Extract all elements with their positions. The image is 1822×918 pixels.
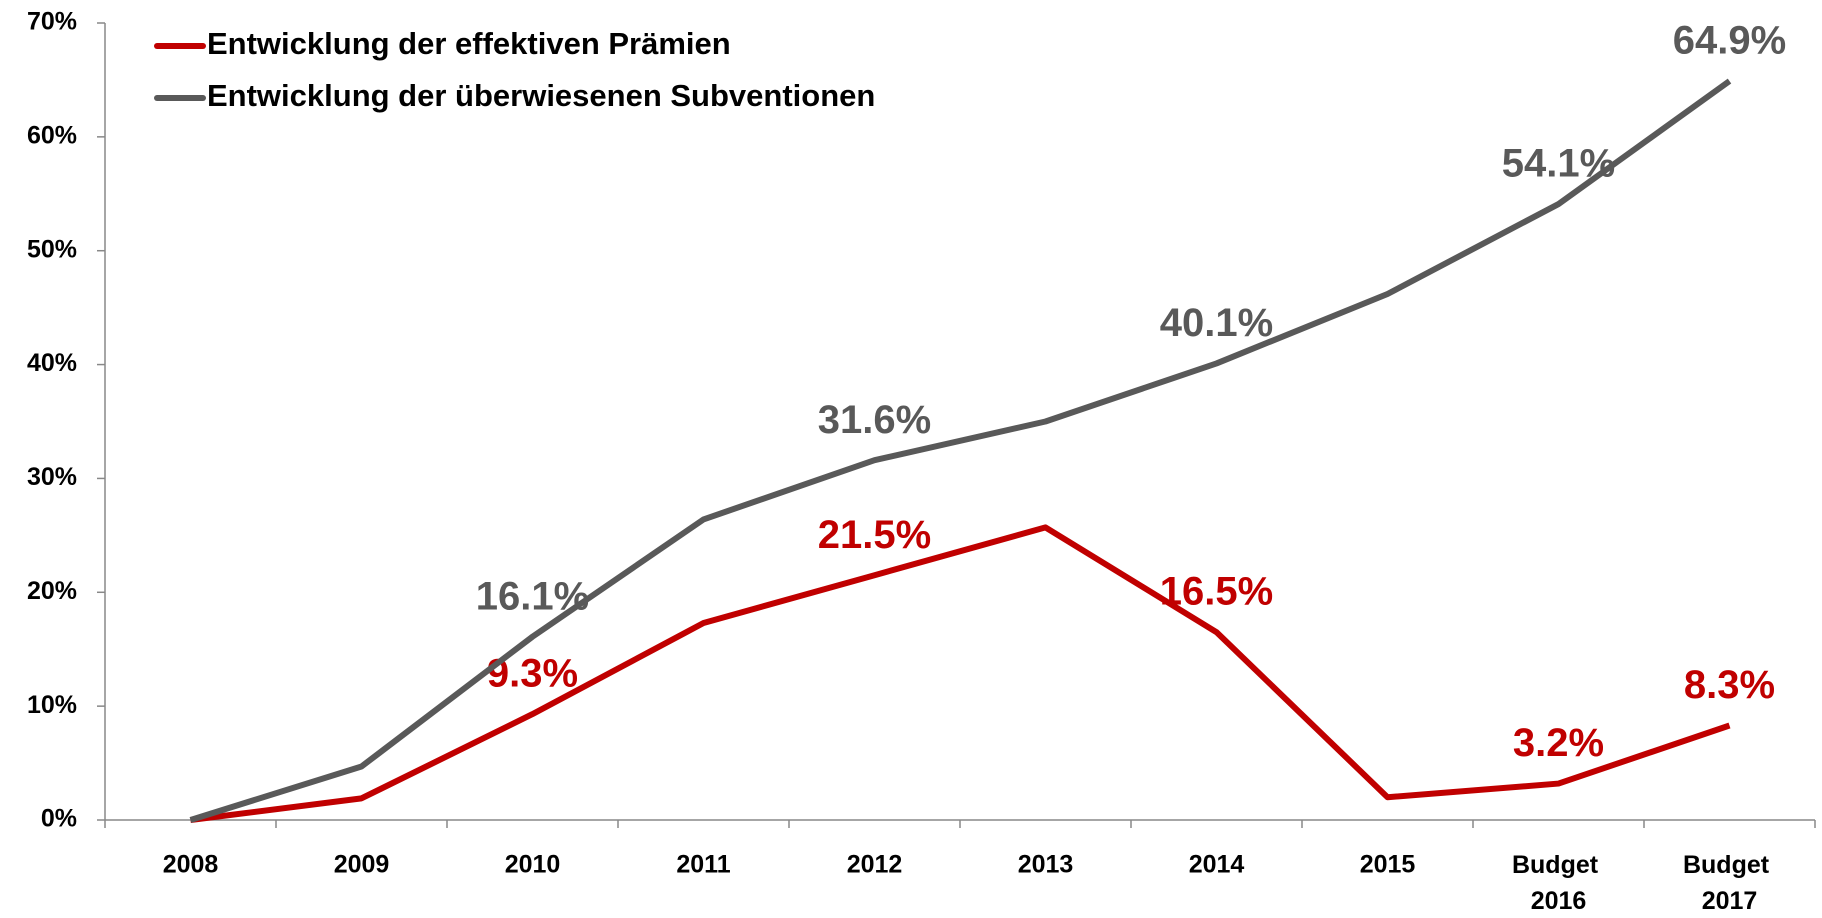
- x-tick-label: 2014: [1189, 851, 1245, 879]
- data-label: 21.5%: [818, 513, 931, 557]
- x-tick-label: 2011: [676, 851, 730, 879]
- y-tick-label: 20%: [27, 577, 77, 605]
- data-label: 16.1%: [476, 574, 589, 618]
- series-line: [190, 524, 1731, 823]
- x-tick-label: 2013: [1018, 851, 1074, 879]
- data-label: 3.2%: [1513, 721, 1604, 765]
- x-tick-label: 2009: [334, 851, 390, 879]
- data-label: 8.3%: [1684, 663, 1775, 707]
- series-line: [189, 78, 1732, 823]
- y-tick-label: 40%: [27, 349, 77, 377]
- x-tick-label: Budget 2016: [1512, 851, 1605, 915]
- x-tick-label: 2012: [847, 851, 903, 879]
- legend-label: Entwicklung der überwiesenen Subventione…: [207, 78, 875, 113]
- data-label: 54.1%: [1502, 142, 1615, 186]
- y-tick-label: 10%: [27, 691, 77, 719]
- data-label: 31.6%: [818, 398, 931, 442]
- data-label: 40.1%: [1160, 301, 1273, 345]
- y-tick-label: 70%: [27, 8, 77, 36]
- data-label: 64.9%: [1673, 19, 1786, 63]
- y-tick-label: 50%: [27, 235, 77, 263]
- x-tick-label: 2010: [505, 851, 561, 879]
- y-tick-label: 60%: [27, 121, 77, 149]
- x-tick-label: 2008: [163, 851, 219, 879]
- legend-label: Entwicklung der effektiven Prämien: [207, 26, 731, 61]
- y-tick-label: 0%: [41, 805, 77, 833]
- x-tick-label: 2015: [1360, 851, 1416, 879]
- x-tick-label: Budget 2017: [1683, 851, 1776, 915]
- data-label: 16.5%: [1160, 570, 1273, 614]
- y-tick-label: 30%: [27, 463, 77, 491]
